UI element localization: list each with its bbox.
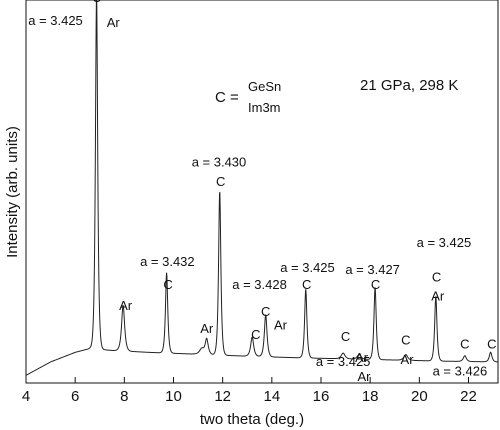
peak-annotation: Ar: [119, 298, 133, 313]
y-axis-title: Intensity (arb. units): [4, 126, 21, 258]
x-tick-label: 6: [71, 388, 79, 405]
x-tick-label: 20: [411, 388, 428, 405]
x-tick-label: 14: [263, 388, 280, 405]
peak-annotation: Ar: [274, 317, 288, 332]
x-tick-label: 16: [313, 388, 330, 405]
plot-frame: [25, 0, 499, 384]
x-tick-label: 12: [214, 388, 231, 405]
peak-annotation: C: [460, 337, 469, 352]
x-tick-label: 10: [165, 388, 182, 405]
x-tick-label: 18: [362, 388, 379, 405]
peak-annotation: Ar: [200, 321, 214, 336]
peak-annotation: a = 3.427: [345, 262, 400, 277]
peak-annotation: C: [163, 277, 172, 292]
peak-annotation: C: [302, 277, 311, 292]
peak-annotation: C: [261, 304, 270, 319]
peak-annotation: C: [432, 270, 441, 285]
peak-annotation: Ar: [358, 369, 372, 384]
phase-label: C = GeSn Im3m: [215, 79, 281, 115]
peak-annotation: C: [92, 0, 101, 5]
peak-annotation: Ar: [355, 350, 369, 365]
peak-annotation: C: [251, 327, 260, 342]
peak-annotation: a = 3.425: [28, 13, 83, 28]
phase-label-bottom: Im3m: [248, 100, 281, 115]
peak-annotation: C: [216, 174, 225, 189]
peak-annotation: Ar: [431, 289, 445, 304]
phase-label-prefix: C =: [215, 89, 239, 106]
peak-annotation: a = 3.426: [433, 363, 488, 378]
peak-annotation: a = 3.425: [280, 260, 335, 275]
peak-annotation: a = 3.432: [140, 254, 195, 269]
peak-annotation: C: [341, 329, 350, 344]
conditions-label: 21 GPa, 298 K: [360, 77, 458, 94]
peak-annotation: C: [371, 277, 380, 292]
x-axis-ticks: 4 6 8 10 12 14 16 18 20 22: [22, 377, 477, 405]
x-axis-title: two theta (deg.): [200, 411, 304, 428]
x-tick-label: 4: [22, 388, 30, 405]
peak-annotation: C: [487, 337, 496, 352]
peak-annotation: C: [401, 333, 410, 348]
diffraction-trace: [25, 0, 499, 376]
peak-annotation: a = 3.425: [316, 354, 371, 369]
x-tick-label: 22: [460, 388, 477, 405]
phase-label-top: GeSn: [248, 79, 281, 94]
peak-annotation: a = 3.428: [232, 277, 287, 292]
peak-annotation: Ar: [107, 15, 121, 30]
peak-annotation: Ar: [401, 352, 415, 367]
peak-annotation: a = 3.430: [192, 155, 247, 170]
peak-annotation: a = 3.425: [417, 235, 472, 250]
x-tick-label: 8: [120, 388, 128, 405]
